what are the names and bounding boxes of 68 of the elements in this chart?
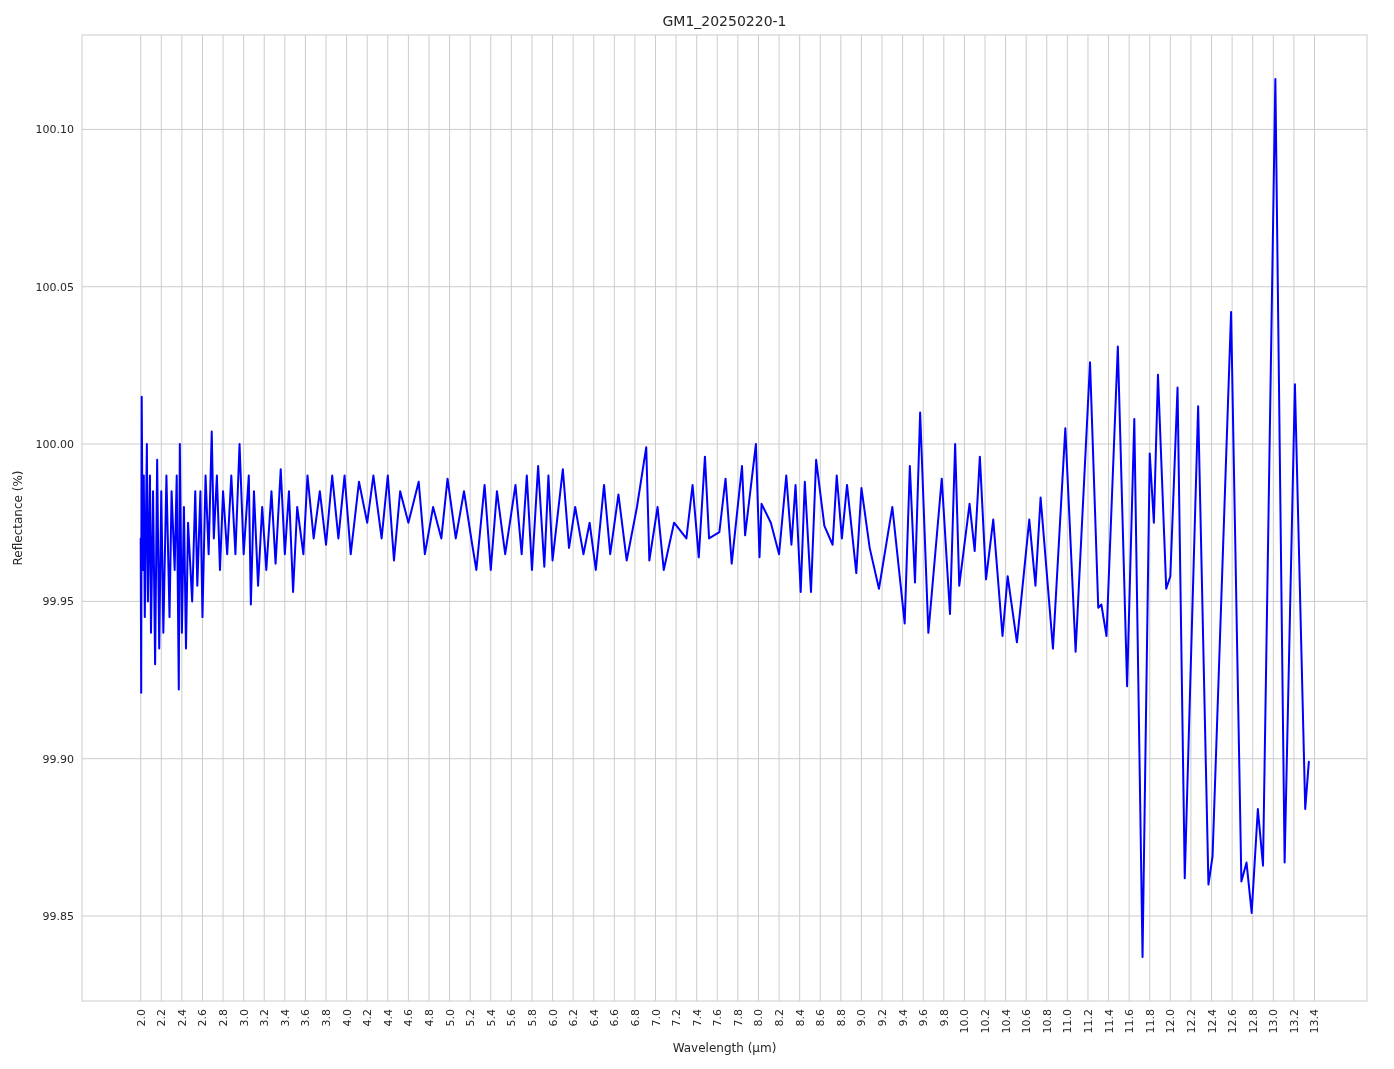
x-tick-label: 8.0 (752, 1009, 766, 1027)
x-tick-label: 10.0 (958, 1009, 972, 1034)
x-tick-label: 12.2 (1184, 1009, 1198, 1034)
x-tick-label: 4.8 (422, 1009, 436, 1027)
x-tick-label: 5.8 (525, 1009, 539, 1027)
x-tick-label: 13.4 (1308, 1009, 1322, 1034)
x-tick-label: 3.6 (299, 1009, 313, 1027)
x-tick-label: 3.2 (258, 1009, 272, 1027)
x-tick-label: 11.8 (1143, 1009, 1157, 1034)
x-tick-label: 5.4 (484, 1009, 498, 1027)
x-tick-label: 7.8 (731, 1009, 745, 1027)
x-tick-label: 10.4 (999, 1009, 1013, 1034)
x-tick-label: 4.2 (361, 1009, 375, 1027)
x-tick-label: 8.4 (793, 1009, 807, 1027)
y-tick-label: 99.95 (42, 595, 74, 609)
x-tick-label: 12.4 (1205, 1009, 1219, 1034)
x-tick-label: 11.6 (1123, 1009, 1137, 1034)
x-tick-label: 3.8 (320, 1009, 334, 1027)
x-tick-label: 13.0 (1267, 1009, 1281, 1034)
x-tick-label: 7.4 (690, 1009, 704, 1027)
y-tick-label: 100.00 (35, 438, 74, 452)
x-tick-label: 5.2 (464, 1009, 478, 1027)
x-tick-label: 2.8 (217, 1009, 231, 1027)
x-tick-label: 2.0 (134, 1009, 148, 1027)
y-tick-label: 100.05 (35, 280, 74, 294)
x-tick-label: 2.2 (155, 1009, 169, 1027)
x-tick-label: 5.0 (443, 1009, 457, 1027)
x-tick-label: 10.2 (979, 1009, 992, 1034)
x-axis-title: Wavelength (µm) (672, 1041, 777, 1055)
x-tick-label: 11.0 (1061, 1009, 1075, 1034)
x-tick-label: 6.2 (567, 1009, 581, 1027)
x-tick-label: 5.6 (505, 1009, 519, 1027)
x-tick-label: 4.6 (402, 1009, 416, 1027)
x-tick-label: 8.2 (773, 1009, 787, 1027)
x-tick-label: 12.0 (1164, 1009, 1178, 1034)
x-tick-label: 11.4 (1102, 1009, 1116, 1034)
x-tick-label: 8.6 (814, 1009, 828, 1027)
x-tick-label: 12.6 (1226, 1009, 1240, 1034)
x-tick-label: 7.2 (670, 1009, 684, 1027)
x-tick-label: 11.2 (1081, 1009, 1095, 1034)
y-tick-label: 99.90 (42, 752, 74, 766)
x-tick-label: 13.2 (1287, 1009, 1301, 1034)
x-tick-label: 2.6 (196, 1009, 210, 1027)
x-tick-label: 4.4 (381, 1009, 395, 1027)
x-tick-label: 9.6 (917, 1009, 931, 1027)
x-tick-label: 9.0 (855, 1009, 869, 1027)
x-tick-label: 12.8 (1246, 1009, 1260, 1034)
chart-title: GM1_20250220-1 (662, 13, 787, 29)
x-tick-label: 9.4 (896, 1009, 910, 1027)
y-axis-title: Reflectance (%) (11, 470, 25, 566)
x-tick-label: 3.0 (237, 1009, 251, 1027)
x-tick-label: 9.8 (937, 1009, 951, 1027)
x-tick-label: 9.2 (876, 1009, 890, 1027)
x-tick-label: 10.6 (1020, 1009, 1034, 1034)
x-tick-label: 4.0 (340, 1009, 354, 1027)
y-tick-label: 100.10 (35, 123, 74, 137)
x-tick-label: 8.8 (834, 1009, 848, 1027)
x-tick-label: 3.4 (278, 1009, 292, 1027)
x-tick-label: 7.6 (711, 1009, 725, 1027)
x-tick-label: 7.0 (649, 1009, 663, 1027)
line-series (139, 78, 1310, 958)
x-tick-label: 2.4 (175, 1009, 189, 1027)
x-tick-label: 6.0 (546, 1009, 560, 1027)
x-tick-label: 6.6 (608, 1009, 622, 1027)
x-tick-label: 6.8 (628, 1009, 642, 1027)
y-tick-label: 99.85 (42, 910, 74, 924)
x-tick-label: 6.4 (587, 1009, 601, 1027)
x-tick-label: 10.8 (1040, 1009, 1054, 1034)
